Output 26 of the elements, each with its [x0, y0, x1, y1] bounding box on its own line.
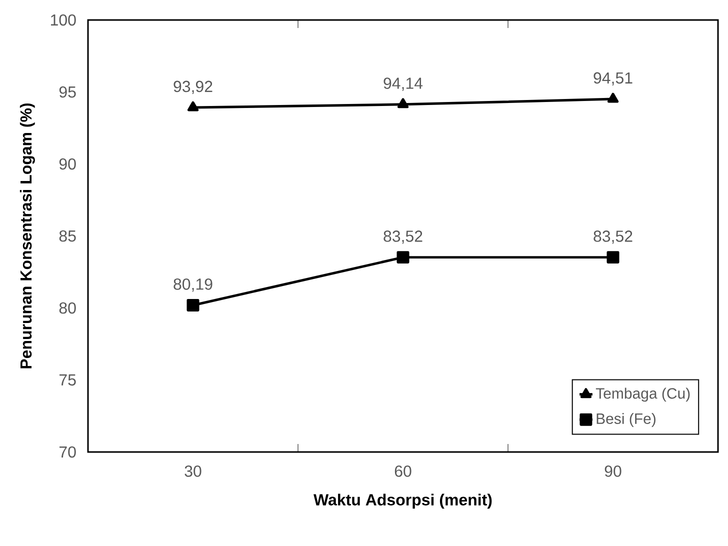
point [187, 101, 199, 112]
y-tick-label: 85 [59, 230, 76, 242]
data-label: 83,52 [384, 230, 422, 244]
y-tick-label: 75 [60, 374, 76, 386]
point [397, 98, 409, 108]
data-label: 94,14 [384, 78, 423, 91]
y-tick-label: 95 [59, 86, 76, 98]
data-label: 93,92 [174, 80, 212, 94]
x-tick-label: 60 [394, 466, 412, 477]
data-label: 80,19 [174, 278, 212, 292]
y-tick-label: 70 [60, 446, 76, 458]
point [186, 299, 200, 312]
point [396, 251, 410, 264]
y-tick-label: 80 [59, 302, 76, 314]
x-tick-label: 90 [604, 466, 622, 477]
x-tick-label: 30 [184, 466, 202, 477]
legend-label: Besi (Fe) [596, 412, 656, 427]
data-label: 83,52 [594, 230, 632, 244]
y-tick-label: 90 [59, 158, 76, 170]
point [606, 251, 620, 264]
y-axis-title: Penurunan Konsentrasi Logam (%) [20, 103, 35, 368]
legend-label: Tembaga (Cu) [596, 388, 690, 402]
data-label: 94,51 [594, 72, 632, 86]
point [607, 92, 619, 103]
y-tick-label: 100 [50, 14, 76, 26]
x-axis-title: Waktu Adsorpsi (menit) [314, 494, 492, 509]
